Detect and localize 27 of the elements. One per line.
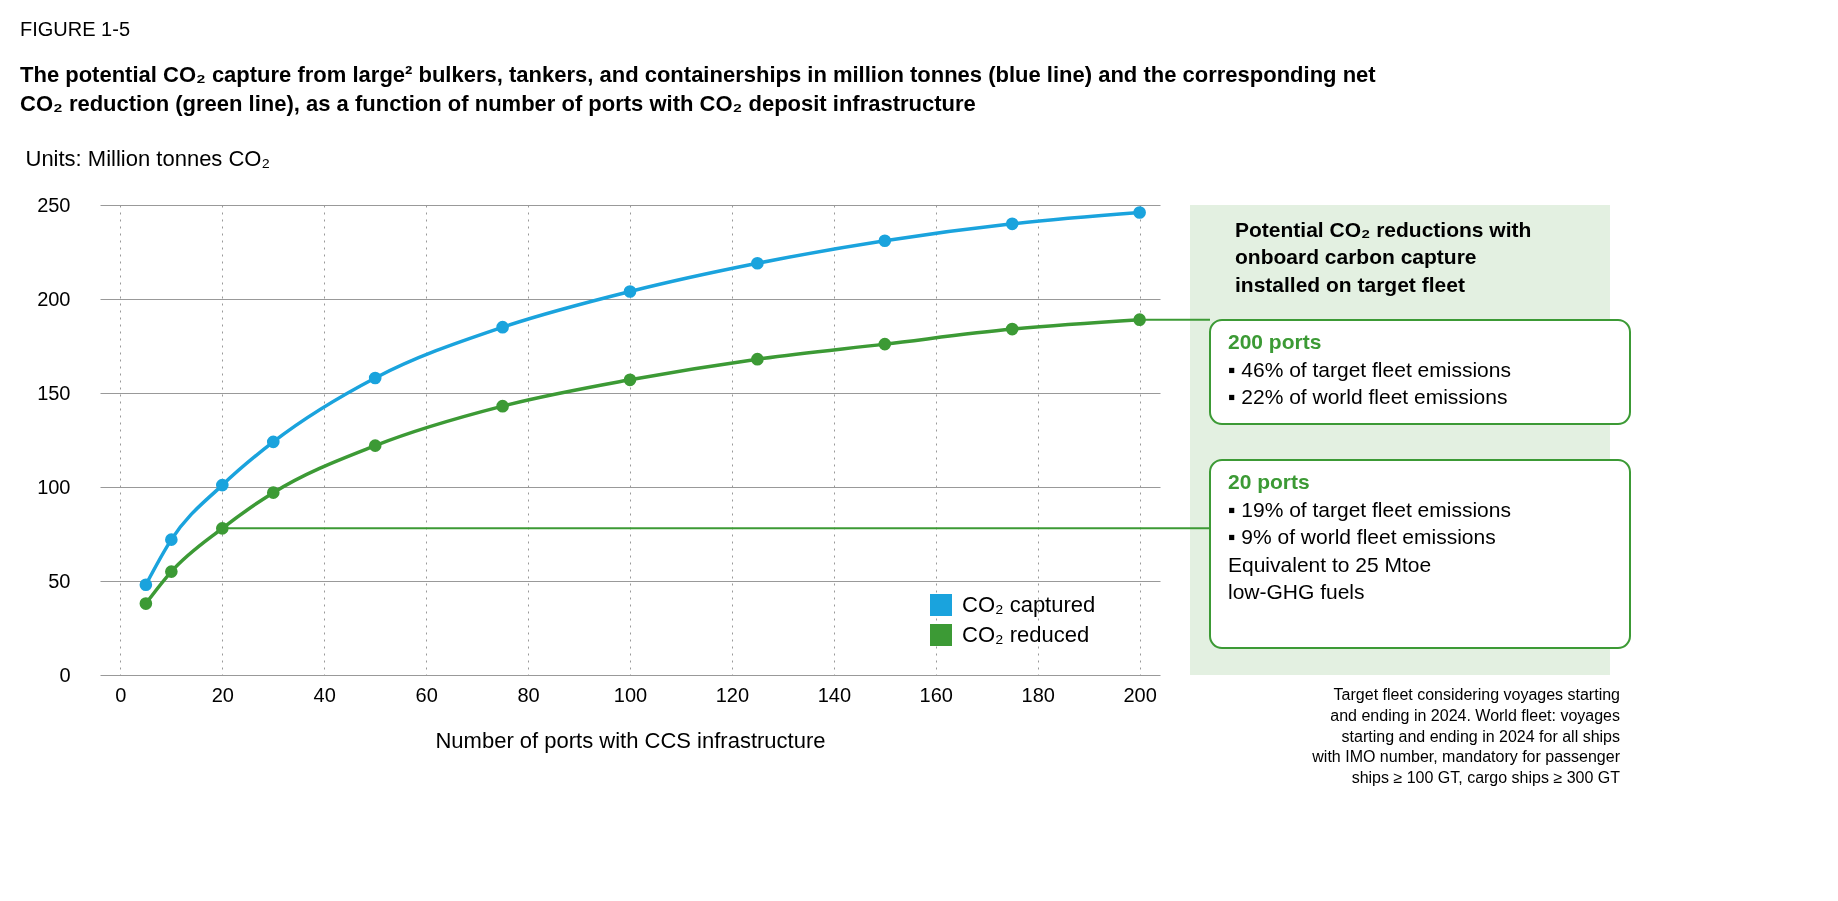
- legend-label: CO₂ reduced: [962, 622, 1090, 647]
- x-tick-label: 80: [517, 683, 540, 706]
- y-tick-label: 0: [59, 663, 71, 686]
- x-tick-label: 40: [313, 683, 336, 706]
- y-tick-label: 50: [48, 569, 71, 592]
- y-tick-label: 150: [37, 381, 71, 404]
- text: Target fleet considering voyages starting and ending in 2024. World fleet: voyages starting and ending in 2024 for all ships with IMO number, mandatory for passenger ships ≥ 100 GT, cargo ships ≥ 300 GT: [1311, 686, 1621, 787]
- x-tick-label: 0: [115, 683, 127, 706]
- x-tick-label: 100: [613, 683, 648, 706]
- legend-label: CO₂ captured: [962, 592, 1096, 617]
- x-tick-label: 140: [817, 683, 852, 706]
- x-tick-label: 160: [919, 683, 953, 706]
- y-axis-title: Units: Million tonnes CO₂: [25, 145, 271, 171]
- chart-subtitle: FIGURE 1-5: [20, 18, 131, 40]
- x-tick-label: 60: [415, 683, 438, 706]
- x-tick-label: 180: [1021, 683, 1055, 706]
- x-tick-label: 200: [1123, 683, 1157, 706]
- y-tick-label: 200: [37, 287, 71, 310]
- y-tick-label: 100: [37, 475, 71, 498]
- x-axis-title: Number of ports with CCS infrastructure: [435, 727, 826, 753]
- chart-title: The potential CO₂ capture from large² bulkers, tankers, and containerships in million tonnes (blue line) and the corresponding net CO₂ reduction (green line), as a function of number of ports with CO₂ deposit infrastructure: [20, 62, 1377, 116]
- x-tick-label: 120: [715, 683, 750, 706]
- text: Potential CO₂ reductions with onboard carbon capture installed on target fleet: [1235, 218, 1532, 296]
- x-tick-label: 20: [211, 683, 234, 706]
- y-tick-label: 250: [37, 193, 71, 216]
- annotation: 200 ports ▪ 46% of target fleet emissions ▪ 22% of world fleet emissions: [1228, 330, 1511, 409]
- annotation: 20 ports ▪ 19% of target fleet emissions ▪ 9% of world fleet emissions Equivalent to 25 Mtoe low-GHG fuels: [1228, 470, 1511, 603]
